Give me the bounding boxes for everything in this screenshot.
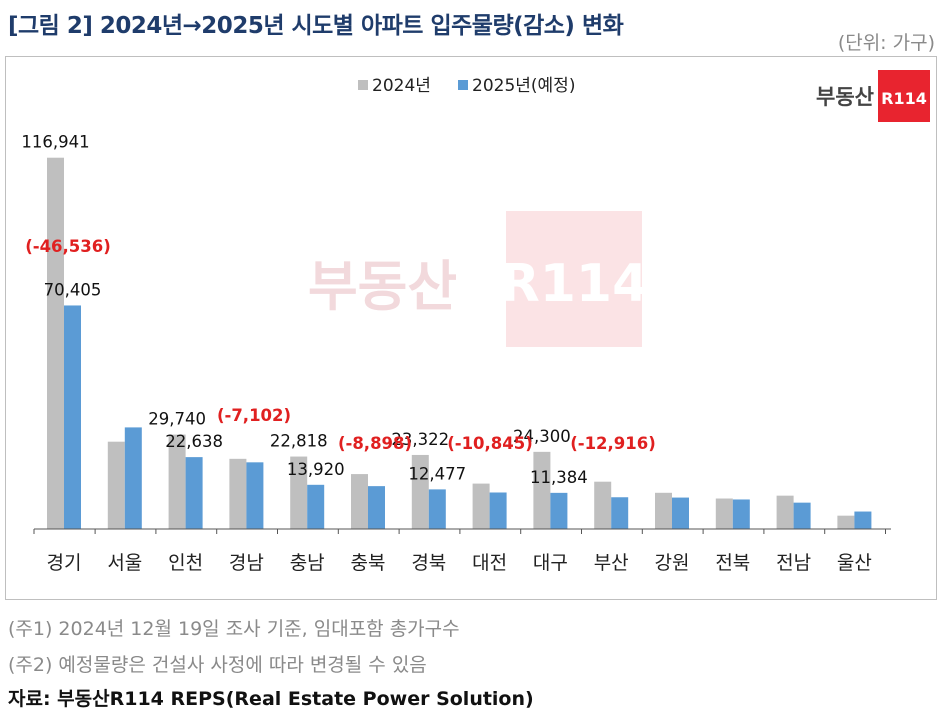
- x-tick-label-11: 전북: [715, 552, 750, 574]
- data-label-3: 22,638: [165, 432, 223, 451]
- watermark-badge: [506, 211, 642, 347]
- bar-2025-0: [64, 305, 81, 529]
- x-tick-label-12: 전남: [776, 552, 811, 574]
- bar-2025-1: [124, 427, 142, 529]
- x-tick-label-5: 충북: [351, 552, 386, 574]
- bar-2025-4: [307, 484, 325, 529]
- x-tick-label-0: 경기: [47, 552, 82, 574]
- bar-2025-6: [428, 489, 446, 529]
- brand-logo-badge: [878, 70, 930, 122]
- data-label-1: 70,405: [44, 280, 102, 299]
- change-annotation-3: (-10,845): [447, 434, 533, 453]
- data-label-7: 12,477: [408, 464, 466, 483]
- change-annotation-4: (-12,916): [570, 434, 656, 453]
- data-label-9: 11,384: [530, 468, 588, 487]
- bar-2024-3: [229, 458, 247, 529]
- bar-2024-13: [837, 515, 855, 529]
- x-tick-label-6: 경북: [411, 552, 446, 574]
- bar-2025-5: [368, 486, 385, 529]
- data-label-6: 23,322: [391, 430, 449, 449]
- watermark-badge-text: R114: [500, 254, 649, 314]
- legend-swatch-0: [358, 80, 368, 90]
- bar-2025-8: [550, 492, 568, 529]
- data-label-5: 13,920: [287, 460, 345, 479]
- legend-label-1: 2025년(예정): [472, 76, 575, 96]
- x-tick-label-4: 충남: [290, 552, 325, 574]
- data-label-4: 22,818: [270, 432, 328, 451]
- bar-2024-6: [411, 454, 429, 529]
- bar-2025-3: [246, 462, 264, 529]
- x-tick-label-9: 부산: [594, 552, 629, 574]
- unit-label: (단위: 가구): [837, 32, 935, 54]
- bar-2025-11: [732, 499, 750, 529]
- change-annotation-2: (-8,898): [338, 434, 412, 453]
- data-label-8: 24,300: [513, 427, 571, 446]
- bar-2024-9: [594, 481, 612, 529]
- bar-2025-13: [854, 511, 872, 529]
- bar-2024-2: [168, 434, 186, 529]
- bar-2025-12: [793, 502, 811, 529]
- bar-2024-7: [472, 483, 490, 529]
- chart-frame: 부동산 R114 부동산 R114 2024년 2025년(예정) 경기 서울 인천 경남 충남 충북…: [5, 56, 937, 600]
- bar-2025-7: [489, 492, 507, 529]
- page-title: [그림 2] 2024년→2025년 시도별 아파트 입주물량(감소) 변화: [8, 13, 624, 39]
- footnote-2: (주2) 예정물량은 건설사 사정에 따라 변경될 수 있음: [8, 654, 427, 676]
- legend-swatch-1: [458, 80, 468, 90]
- change-annotation-1: (-7,102): [217, 406, 291, 425]
- bar-chart: 부동산 R114 부동산 R114 2024년 2025년(예정) 경기 서울 인천 경남 충남 충북…: [21, 70, 930, 574]
- bar-2024-10: [655, 492, 672, 529]
- bar-2025-10: [672, 497, 689, 529]
- bar-2024-11: [715, 498, 733, 529]
- watermark-text: 부동산: [308, 255, 457, 318]
- bar-2025-2: [185, 457, 203, 529]
- x-tick-label-2: 인천: [168, 552, 203, 574]
- source-line: 자료: 부동산R114 REPS(Real Estate Power Solut…: [8, 688, 534, 710]
- x-tick-label-8: 대구: [533, 552, 568, 574]
- x-tick-label-10: 강원: [655, 552, 690, 574]
- bar-2024-0: [47, 157, 64, 529]
- legend-label-0: 2024년: [372, 76, 431, 96]
- x-tick-label-7: 대전: [472, 552, 507, 574]
- brand-logo-badge-text: R114: [881, 89, 927, 108]
- bar-2024-5: [351, 474, 368, 529]
- bar-2025-9: [611, 497, 629, 529]
- x-tick-label-13: 울산: [837, 552, 872, 574]
- x-tick-label-1: 서울: [107, 552, 142, 574]
- bar-2024-4: [290, 456, 308, 529]
- change-annotation-0: (-46,536): [25, 237, 111, 256]
- data-label-2: 29,740: [148, 410, 206, 429]
- data-label-0: 116,941: [21, 133, 89, 152]
- footnote-1: (주1) 2024년 12월 19일 조사 기준, 임대포함 총가구수: [8, 618, 460, 640]
- x-tick-label-3: 경남: [229, 552, 264, 574]
- bar-2024-12: [776, 495, 794, 529]
- bar-2024-8: [533, 451, 551, 529]
- bar-2024-1: [107, 441, 125, 529]
- brand-logo-text: 부동산: [816, 85, 874, 109]
